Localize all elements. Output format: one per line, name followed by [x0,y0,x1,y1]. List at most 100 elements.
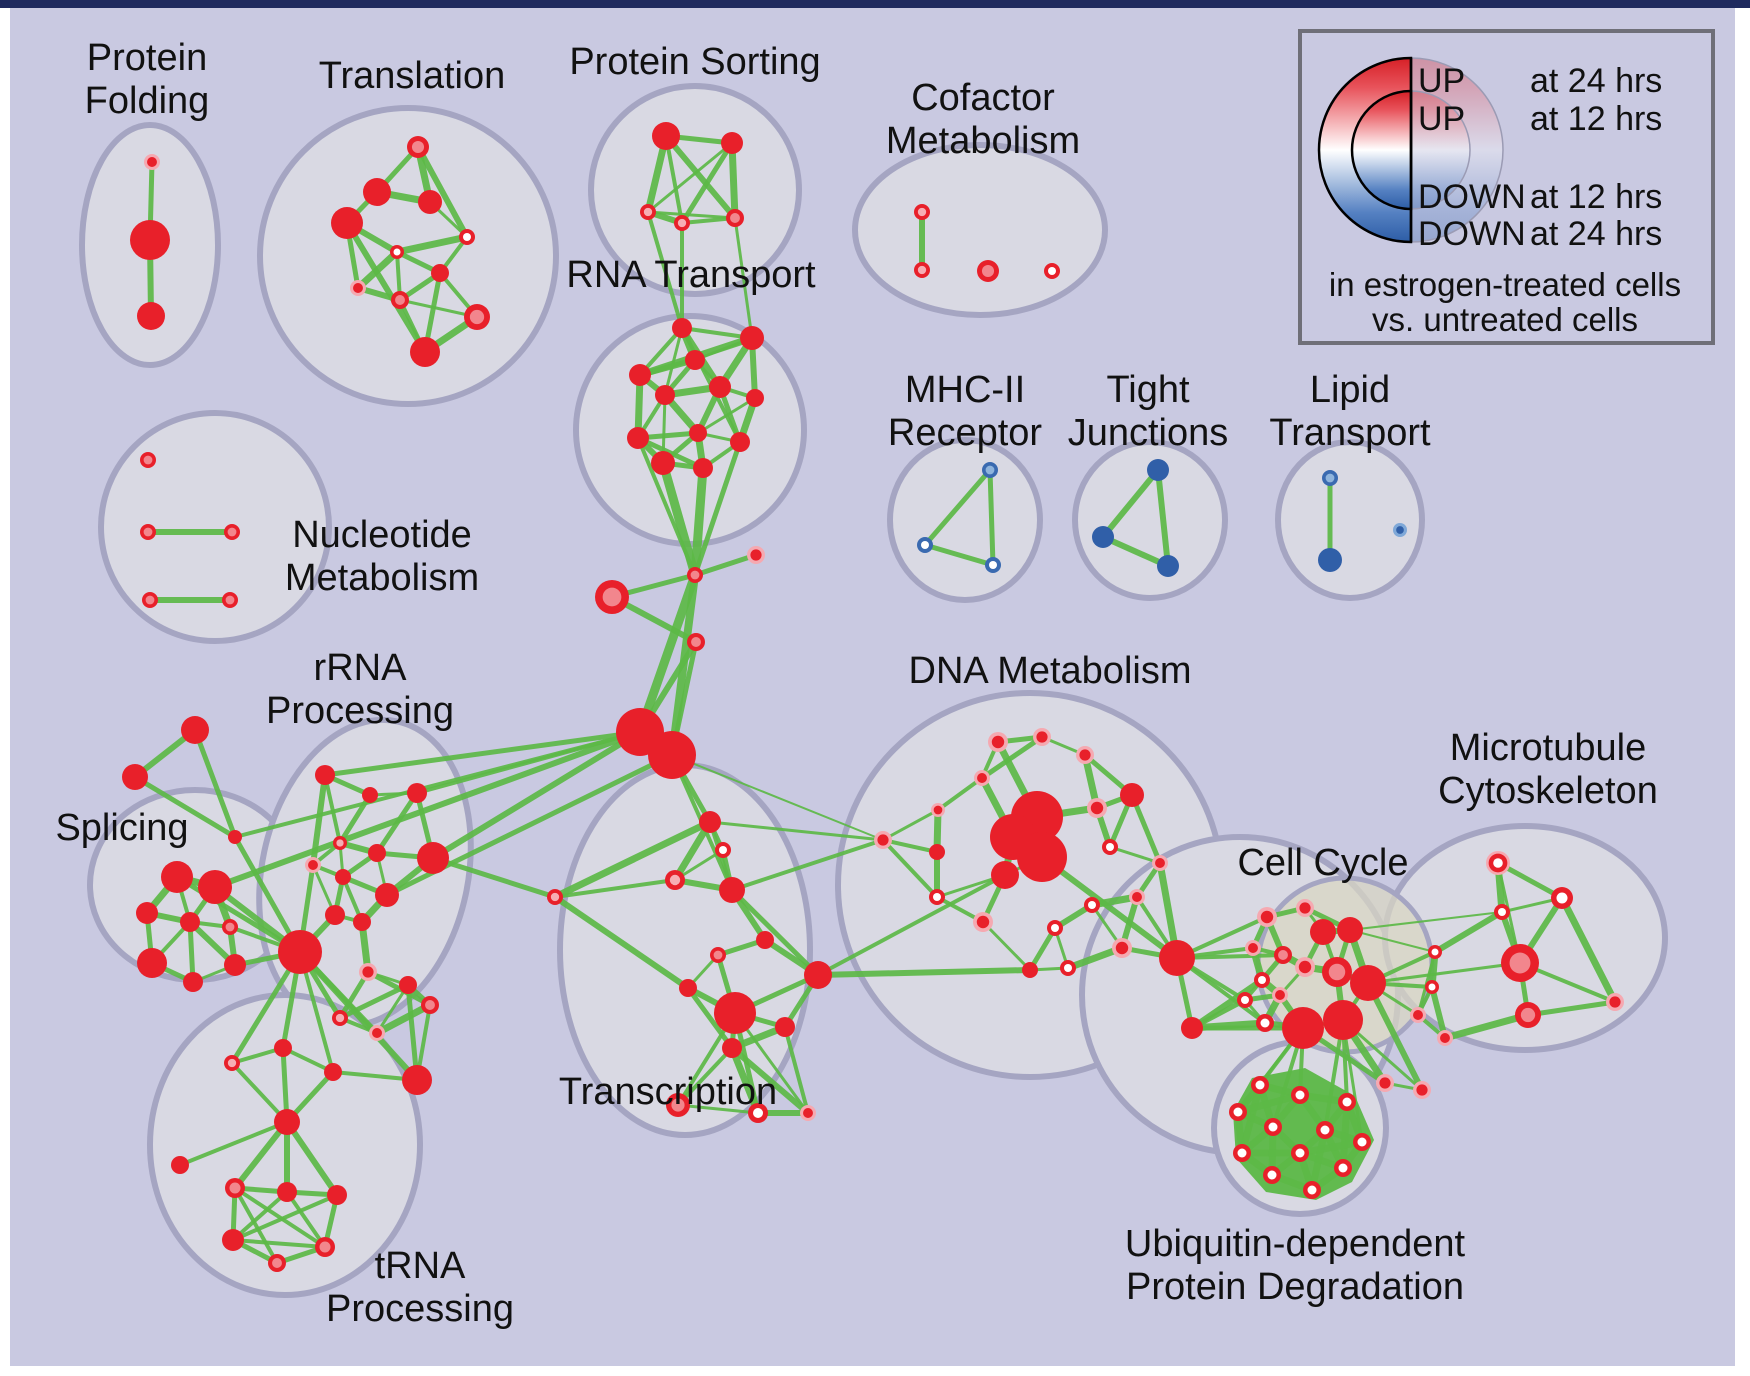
network-node [183,972,203,992]
network-edge [231,1238,327,1249]
network-node-core [917,265,927,275]
network-edge [635,435,706,471]
network-node-core [308,860,318,870]
network-node-core [981,264,995,278]
network-node [325,905,345,925]
network-edge [696,396,757,435]
network-node [417,842,449,874]
network-node-core [1248,943,1258,953]
network-edge [1429,984,1448,1041]
network-node [181,716,209,744]
network-edge [646,210,684,330]
network-node [198,870,232,904]
network-node-core [1556,892,1568,904]
network-node [1310,919,1336,945]
network-node [709,376,731,398]
network-node-core [917,207,927,217]
network-node-core [803,1108,813,1118]
network-edge [708,820,885,842]
cluster-blob-nucleotide [98,410,332,644]
network-node [685,350,705,370]
network-node [274,1039,292,1057]
network-node-core [730,213,740,223]
network-edge [881,838,939,899]
network-edge [284,1119,340,1198]
network-node-core [1320,1125,1330,1135]
legend-direction-label: DOWN [1418,178,1526,216]
network-edge [393,233,471,256]
network-node [1159,940,1195,976]
network-node-core [933,805,943,815]
network-edge [1495,860,1565,901]
network-node [714,992,756,1034]
cluster-dna-nodes [874,728,1195,978]
label-nucleotide: Nucleotide [292,514,472,556]
network-edge [922,542,996,568]
network-node [315,765,335,785]
network-edge [783,1025,810,1115]
network-edge [552,894,691,991]
network-node-core [1379,1077,1391,1089]
network-node [1017,832,1067,882]
network-edge [679,140,735,226]
network-node [137,302,165,330]
network-node-core [1079,749,1091,761]
network-node-core [1115,941,1129,955]
network-node-core [1295,1090,1305,1100]
network-edge [232,834,303,955]
network-edge [1432,909,1505,955]
network-node [1350,965,1386,1001]
network-node [122,764,148,790]
network-node [627,427,649,449]
network-node-core [1338,1163,1348,1173]
network-node-core [362,966,374,978]
network-node [648,731,696,779]
network-edge [1100,467,1161,540]
network-edge [344,220,428,355]
network-node [651,451,675,475]
network-node-core [1328,963,1346,981]
label-rrna: rRNA [314,647,408,689]
network-node-core [1278,950,1288,960]
network-node-core [335,1013,345,1023]
network-node [689,424,707,442]
network-edge [230,1061,289,1124]
network-node [679,979,697,997]
network-edge [1365,980,1425,1093]
network-edge [733,216,754,340]
network-edge [322,729,643,778]
legend-direction-label: UP [1418,100,1465,138]
network-node-core [1520,1007,1536,1023]
legend-direction-label: UP [1418,62,1465,100]
label-cofactor: Metabolism [886,120,1080,162]
network-node-core [976,915,990,929]
network-node-core [1233,1107,1243,1117]
network-node-core [1498,908,1506,916]
network-node-core [602,587,622,607]
network-node [740,326,764,350]
network-node [1318,548,1342,572]
network-edge [132,774,238,840]
network-node-core [690,570,700,580]
network-node-core [1431,948,1439,956]
legend-caption: in estrogen-treated cells [1329,266,1681,303]
cluster-cellcycle-nodes [1181,899,1431,1099]
network-node-core [225,595,235,605]
network-node [1323,1000,1363,1040]
network-node [363,178,391,206]
network-edge [430,729,643,861]
cluster-splicing-nodes [136,861,322,992]
network-edge [365,969,433,1008]
network-edge [881,808,940,842]
label-ubiquitin: Ubiquitin-dependent [1125,1223,1466,1265]
network-edge [1155,467,1171,569]
network-node-core [985,465,995,475]
network-edge [233,1186,279,1265]
network-edge [1308,1126,1329,1194]
network-edge [729,887,821,978]
network-edge [981,920,1032,972]
network-node [161,861,193,893]
network-edge [1129,792,1163,866]
network-edge [281,1046,335,1074]
network-node-core [1275,990,1285,1000]
